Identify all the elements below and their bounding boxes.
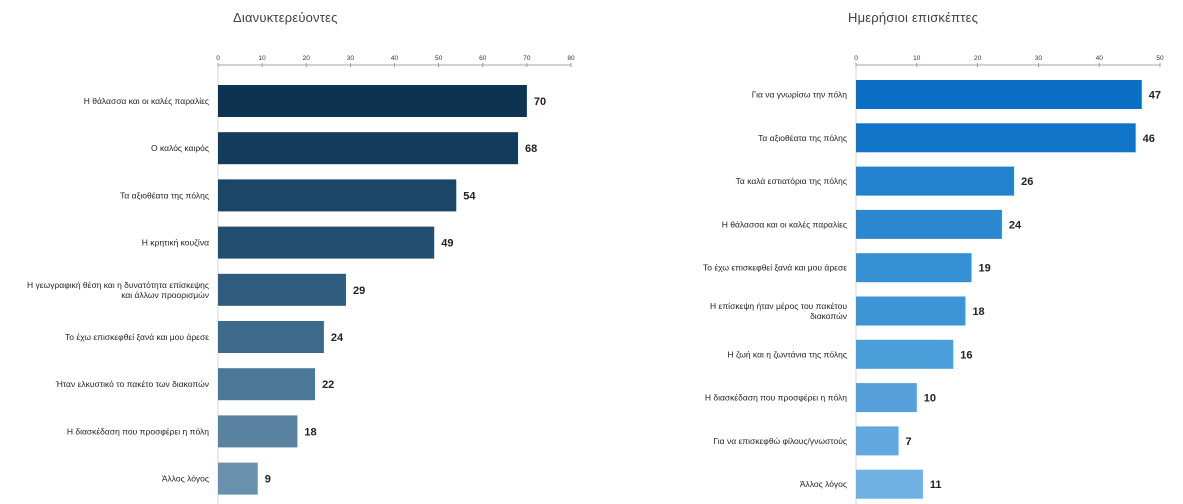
bar	[218, 85, 527, 117]
x-tick-label: 40	[391, 55, 399, 62]
bar	[856, 123, 1136, 153]
category-label: Για να επισκεφθώ φίλους/γνωστούς	[713, 436, 847, 446]
data-label: 47	[1149, 90, 1161, 102]
chart-overnight-visitors: Διανυκτερεύοντες 0 10 20 30 40 50 60 70 80 70 Η θά…	[27, 10, 575, 504]
data-label: 24	[1009, 219, 1022, 231]
bar	[856, 426, 899, 456]
category-label: Άλλος λόγος	[800, 479, 847, 489]
category-label: και άλλων προορισμών	[121, 290, 209, 300]
category-label: Το έχω επισκεφθεί ξανά και μου άρεσε	[703, 263, 847, 273]
x-tick-label: 40	[1096, 55, 1104, 62]
data-label: 10	[924, 393, 936, 405]
x-tick-label: 0	[854, 55, 858, 62]
bar	[218, 462, 258, 495]
bar	[856, 166, 1015, 196]
bar	[856, 469, 923, 499]
category-label: Ο καλός καιρός	[151, 143, 209, 153]
category-label: Τα καλά εστιατόρια της πόλης	[736, 176, 847, 186]
data-label: 18	[972, 306, 984, 318]
bar	[218, 179, 457, 212]
x-tick-label: 60	[479, 55, 487, 62]
x-tick-label: 70	[523, 55, 531, 62]
data-label: 18	[304, 426, 316, 438]
category-label: Η θάλασσα και οι καλές παραλίες	[84, 96, 209, 106]
category-label: Τα αξιοθέατα της πόλης	[758, 133, 847, 143]
chart-title: Διανυκτερεύοντες	[233, 10, 338, 25]
category-label: Η επίσκεψη ήταν μέρος του πακέτου	[710, 301, 847, 311]
bar-chart-svg: 0 10 20 30 40 50 47 Για να γνωρίσω την πόλη 46 Τα…	[703, 55, 1164, 504]
data-label: 16	[960, 349, 972, 361]
x-tick-label: 20	[303, 55, 311, 62]
data-label: 7	[906, 436, 912, 448]
bar	[856, 209, 1002, 239]
data-label: 29	[353, 285, 365, 297]
chart-title: Ημερήσιοι επισκέπτες	[848, 10, 979, 25]
data-label: 24	[331, 332, 344, 344]
category-label: Η ζωή και η ζωντάνια της πόλης	[728, 349, 847, 359]
bar	[856, 253, 972, 283]
x-tick-label: 80	[567, 55, 575, 62]
bar-chart-svg: 0 10 20 30 40 50 60 70 80 70 Η θάλασσα και οι καλέ…	[27, 55, 575, 504]
data-label: 49	[441, 238, 453, 250]
category-label: Άλλος λόγος	[162, 474, 209, 484]
category-label: Η διασκέδαση που προσφέρει η πόλη	[705, 393, 847, 403]
x-tick-label: 30	[1035, 55, 1043, 62]
bar	[218, 132, 519, 165]
category-label: Η κρητική κουζίνα	[142, 238, 209, 248]
x-tick-label: 10	[259, 55, 267, 62]
chart-day-visitors: Ημερήσιοι επισκέπτες 0 10 20 30 40 50 47 Για να…	[600, 0, 1183, 504]
category-label: Η διασκέδαση που προσφέρει η πόλη	[67, 426, 209, 436]
category-label: Για να γνωρίσω την πόλη	[752, 90, 847, 100]
data-label: 26	[1021, 176, 1033, 188]
data-label: 68	[525, 143, 537, 155]
x-tick-label: 0	[216, 55, 220, 62]
category-label: Η θάλασσα και οι καλές παραλίες	[722, 219, 847, 229]
x-tick-label: 10	[913, 55, 921, 62]
data-label: 22	[322, 379, 334, 391]
x-tick-label: 20	[974, 55, 982, 62]
data-label: 11	[930, 479, 942, 491]
x-tick-label: 50	[435, 55, 443, 62]
category-label: διακοπών	[810, 311, 847, 321]
bar	[218, 415, 298, 448]
bar	[856, 383, 917, 413]
category-label: Το έχω επισκεφθεί ξανά και μου άρεσε	[65, 332, 209, 342]
category-label: Τα αξιοθέατα της πόλης	[120, 190, 209, 200]
data-label: 46	[1143, 133, 1155, 145]
data-label: 70	[534, 96, 546, 108]
category-label: Η γεωγραφική θέση και η δυνατότητα επίσκ…	[27, 280, 209, 290]
data-label: 54	[463, 190, 476, 202]
bar	[218, 226, 435, 259]
bar	[218, 273, 346, 306]
x-tick-label: 50	[1156, 55, 1164, 62]
bar	[218, 321, 324, 353]
data-label: 19	[979, 263, 991, 275]
bar	[856, 80, 1142, 109]
bar	[856, 296, 966, 326]
category-label: Ήταν ελκυστικό το πακέτο των διακοπών	[55, 379, 209, 389]
data-label: 9	[265, 474, 271, 486]
x-tick-label: 30	[347, 55, 355, 62]
bar	[856, 339, 954, 369]
bar	[218, 368, 316, 401]
